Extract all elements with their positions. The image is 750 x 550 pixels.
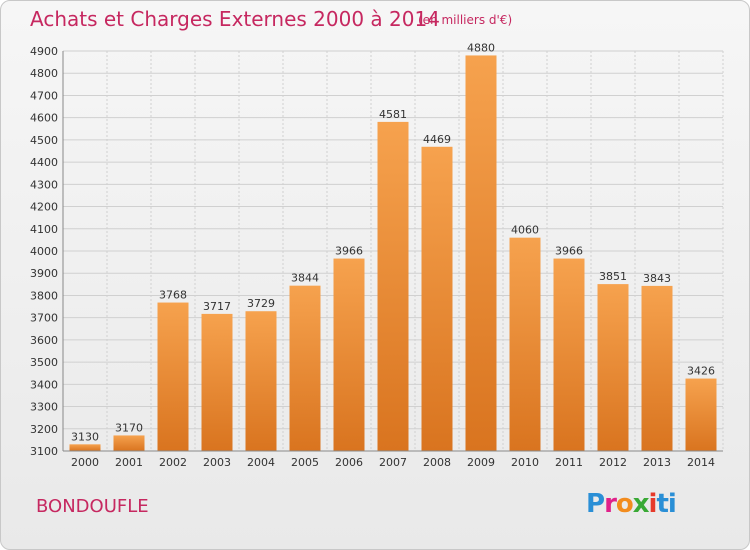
x-tick-label: 2001	[115, 456, 143, 469]
bar	[289, 285, 321, 451]
bar	[377, 121, 409, 451]
y-tick-label: 4600	[30, 112, 58, 125]
y-tick-label: 3300	[30, 401, 58, 414]
data-label: 3426	[687, 365, 715, 378]
x-tick-label: 2012	[599, 456, 627, 469]
x-tick-label: 2006	[335, 456, 363, 469]
x-tick-label: 2010	[511, 456, 539, 469]
y-tick-label: 3800	[30, 289, 58, 302]
data-label: 4060	[511, 224, 539, 237]
data-label: 4581	[379, 108, 407, 121]
bar	[157, 302, 189, 451]
data-label: 4469	[423, 133, 451, 146]
y-tick-label: 3400	[30, 378, 58, 391]
data-label: 3768	[159, 289, 187, 302]
data-label: 3966	[555, 245, 583, 258]
axes: 3100 3200 3300 3400 3500 3600 3700 3800 3900 4000…	[30, 45, 723, 469]
bar	[553, 258, 585, 451]
x-tick-label: 2005	[291, 456, 319, 469]
y-tick-label: 4200	[30, 201, 58, 214]
bar	[465, 55, 497, 451]
bar	[333, 258, 365, 451]
y-tick-label: 3700	[30, 312, 58, 325]
data-label: 3717	[203, 300, 231, 313]
logo-letter: P	[586, 489, 605, 519]
y-tick-label: 3600	[30, 334, 58, 347]
bar	[685, 378, 717, 451]
bar	[597, 284, 629, 451]
y-tick-label: 3500	[30, 356, 58, 369]
logo-letter: i	[648, 489, 658, 519]
y-tick-label: 4500	[30, 134, 58, 147]
y-tick-label: 3100	[30, 445, 58, 458]
x-tick-label: 2003	[203, 456, 231, 469]
logo-letter: x	[632, 489, 650, 519]
bar	[509, 237, 541, 451]
logo-letter: ti	[656, 489, 676, 519]
commune-name: BONDOUFLE	[36, 496, 149, 517]
data-label: 3851	[599, 270, 627, 283]
x-tick-label: 2007	[379, 456, 407, 469]
logo-letter: o	[615, 489, 634, 519]
x-tick-label: 2011	[555, 456, 583, 469]
bars: 3130 3170 3768 3717 3729 3844 3966 4581 4469 4880…	[69, 41, 717, 451]
y-tick-label: 4000	[30, 245, 58, 258]
y-tick-label: 4100	[30, 223, 58, 236]
data-label: 4880	[467, 41, 495, 54]
x-tick-label: 2000	[71, 456, 99, 469]
data-label: 3966	[335, 245, 363, 258]
x-tick-label: 2008	[423, 456, 451, 469]
proxiti-logo[interactable]: Proxiti	[586, 489, 677, 519]
bar	[421, 146, 453, 451]
x-tick-label: 2004	[247, 456, 275, 469]
data-label: 3729	[247, 297, 275, 310]
bar	[113, 435, 145, 451]
y-tick-label: 4400	[30, 156, 58, 169]
data-label: 3844	[291, 272, 319, 285]
chart-unit: (en milliers d'€)	[418, 13, 513, 27]
x-tick-label: 2002	[159, 456, 187, 469]
y-tick-label: 3900	[30, 267, 58, 280]
chart-title: Achats et Charges Externes 2000 à 2014	[30, 7, 440, 31]
data-label: 3843	[643, 272, 671, 285]
data-label: 3130	[71, 430, 99, 443]
y-tick-label: 4300	[30, 178, 58, 191]
bar	[201, 313, 233, 451]
bar	[245, 311, 277, 451]
x-tick-label: 2009	[467, 456, 495, 469]
x-tick-label: 2014	[687, 456, 715, 469]
data-label: 3170	[115, 421, 143, 434]
logo-letter: r	[604, 489, 617, 519]
y-tick-label: 4900	[30, 45, 58, 58]
bar	[641, 285, 673, 451]
y-tick-label: 4800	[30, 67, 58, 80]
x-tick-label: 2013	[643, 456, 671, 469]
y-tick-label: 4700	[30, 89, 58, 102]
y-tick-label: 3200	[30, 423, 58, 436]
bar	[69, 444, 101, 451]
